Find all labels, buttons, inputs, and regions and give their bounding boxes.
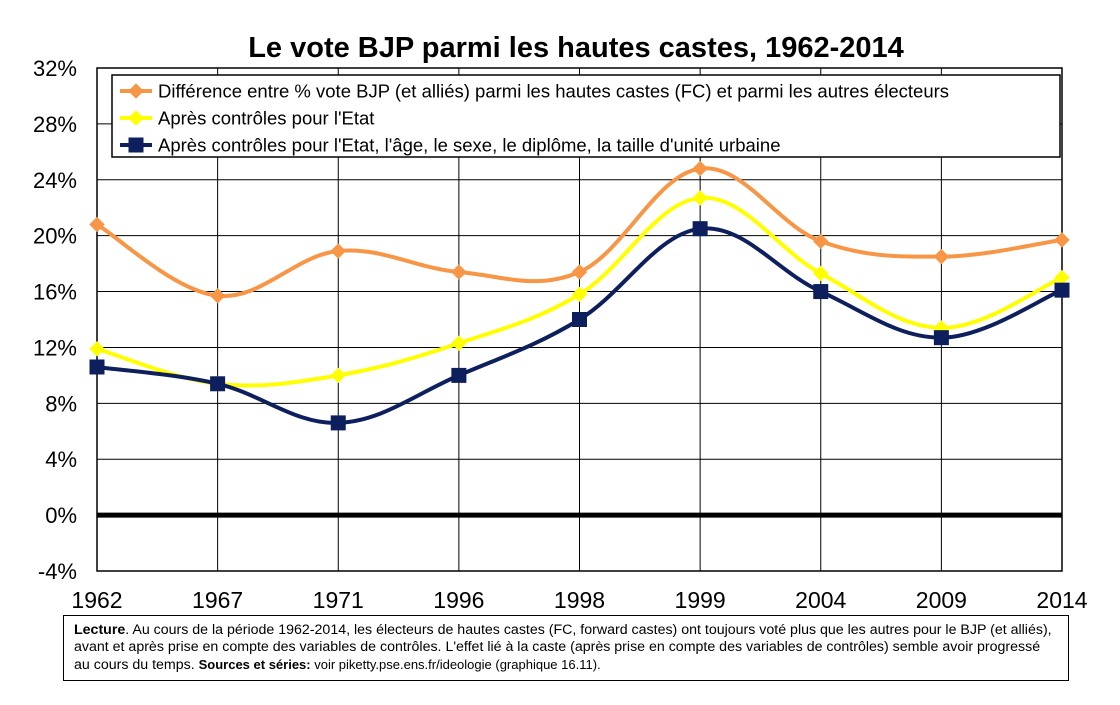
series-3-point (692, 221, 708, 237)
series-1-point (692, 160, 708, 177)
legend-label: Après contrôles pour l'Etat, l'âge, le s… (158, 135, 780, 156)
series-layer (89, 160, 1070, 431)
y-tick-label: 32% (33, 56, 77, 81)
legend-swatch-marker (128, 110, 144, 126)
series-3-point (89, 359, 105, 375)
series-2-point (89, 341, 105, 357)
legend: Différence entre % vote BJP (et alliés) … (111, 74, 1061, 158)
note-sources-label: Sources et séries: (198, 657, 311, 672)
x-tick-label: 2004 (795, 587, 846, 613)
x-tick-label: 2009 (916, 587, 967, 613)
legend-label: Après contrôles pour l'Etat (158, 108, 374, 129)
series-3-point (451, 367, 467, 383)
series-3 (89, 221, 1070, 431)
legend-swatch-marker (128, 137, 144, 153)
x-tick-label: 1999 (675, 587, 726, 613)
y-tick-label: 12% (33, 335, 77, 360)
series-2-point (692, 190, 708, 206)
series-3-point (330, 415, 346, 431)
series-2-point (571, 286, 588, 303)
y-tick-label: 28% (33, 112, 77, 137)
series-3-point (572, 312, 587, 327)
reading-note: Lecture. Au cours de la période 1962-201… (63, 615, 1069, 681)
series-3-point (933, 330, 949, 346)
y-tick-label: 20% (33, 224, 77, 249)
series-1-point (933, 248, 950, 265)
axis-layer: -4% 0% 4% 8% 12% 16% 20% 24% 28% 32% 1962 1967 1971 1… (33, 56, 1088, 613)
plot-frame (96, 67, 1063, 572)
y-tick-label: 16% (33, 280, 77, 305)
series-3-point (1054, 282, 1070, 298)
series-1-point (89, 216, 105, 233)
legend-swatch-marker (128, 83, 144, 99)
note-lecture-label: Lecture (74, 622, 126, 638)
series-1-point (813, 233, 829, 249)
note-lecture-text: . Au cours de la période 1962-2014, les … (74, 622, 1052, 673)
series-1-point (1054, 232, 1070, 248)
x-tick-label: 1998 (554, 587, 605, 613)
chart-title: Le vote BJP parmi les hautes castes, 196… (248, 32, 904, 64)
series-1-point (571, 264, 588, 280)
series-1-point (209, 288, 226, 304)
note-sources-text: voir piketty.pse.ens.fr/ideologie (graph… (310, 657, 601, 672)
y-tick-label: -4% (38, 559, 77, 584)
y-tick-label: 0% (45, 503, 77, 528)
series-2-point (451, 335, 467, 351)
series-3-point (210, 376, 226, 392)
x-tick-label: 1996 (433, 587, 484, 613)
x-tick-label: 1967 (192, 587, 243, 613)
series-2-point (813, 265, 829, 282)
series-2-point (330, 367, 346, 384)
legend-box (111, 74, 1061, 158)
x-tick-label: 1971 (313, 587, 364, 613)
series-1 (89, 160, 1070, 304)
y-tick-label: 8% (45, 391, 77, 416)
y-tick-label: 24% (33, 168, 77, 193)
x-tick-label: 2014 (1036, 587, 1087, 613)
legend-label: Différence entre % vote BJP (et alliés) … (158, 81, 949, 102)
x-tick-label: 1962 (71, 587, 122, 613)
series-1-point (330, 243, 346, 259)
y-tick-label: 4% (45, 447, 77, 472)
series-1-point (451, 264, 467, 280)
series-3-point (813, 284, 829, 300)
